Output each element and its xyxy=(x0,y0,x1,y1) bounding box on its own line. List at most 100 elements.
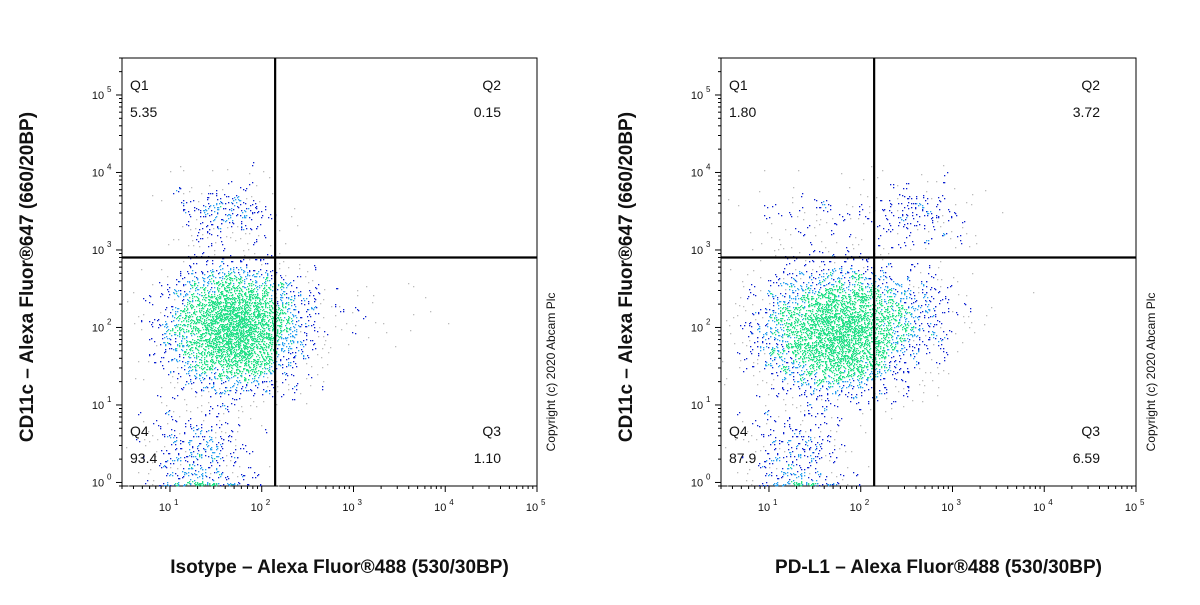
event-dot xyxy=(255,325,257,327)
event-dot xyxy=(229,371,231,373)
event-dot xyxy=(194,312,196,314)
event-dot xyxy=(315,287,317,289)
event-dot xyxy=(220,346,222,348)
event-dot xyxy=(239,283,241,285)
event-dot xyxy=(375,322,377,324)
event-dot xyxy=(262,307,264,309)
event-dot xyxy=(185,384,187,386)
event-dot xyxy=(252,477,254,479)
event-dot xyxy=(256,296,258,298)
event-dot xyxy=(283,356,285,358)
event-dot xyxy=(243,341,245,343)
event-dot xyxy=(227,344,229,346)
event-dot xyxy=(239,279,241,281)
event-dot xyxy=(239,287,241,289)
event-dot xyxy=(152,435,154,437)
event-dot xyxy=(271,218,273,220)
event-dot xyxy=(220,283,222,285)
event-dot xyxy=(195,474,197,476)
event-dot xyxy=(237,313,239,315)
event-dot xyxy=(245,445,247,447)
event-dot xyxy=(204,340,206,342)
event-dot xyxy=(166,324,168,326)
event-dot xyxy=(180,188,182,190)
event-dot xyxy=(301,349,303,351)
event-dot xyxy=(231,360,233,362)
event-dot xyxy=(208,299,210,301)
event-dot xyxy=(215,367,217,369)
event-dot xyxy=(207,237,209,239)
event-dot xyxy=(210,343,212,345)
event-dot xyxy=(204,333,206,335)
event-dot xyxy=(278,364,280,366)
event-dot xyxy=(244,255,246,257)
event-dot xyxy=(229,322,231,324)
event-dot xyxy=(259,313,261,315)
event-dot xyxy=(191,235,193,237)
event-dot xyxy=(230,299,232,301)
event-dot xyxy=(255,303,257,305)
event-dot xyxy=(229,214,231,216)
event-dot xyxy=(195,328,197,330)
event-dot xyxy=(204,321,206,323)
event-dot xyxy=(270,245,272,247)
event-dot xyxy=(217,416,219,418)
event-dot xyxy=(208,193,210,195)
event-dot xyxy=(264,288,266,290)
event-dot xyxy=(227,313,229,315)
event-dot xyxy=(290,340,292,342)
event-dot xyxy=(211,449,213,451)
event-dot xyxy=(229,326,231,328)
event-dot xyxy=(190,216,192,218)
event-dot xyxy=(182,441,184,443)
event-dot xyxy=(229,310,231,312)
event-dot xyxy=(126,447,128,449)
event-dot xyxy=(206,369,208,371)
event-dot xyxy=(218,329,220,331)
event-dot xyxy=(193,382,195,384)
event-dot xyxy=(193,327,195,329)
event-dot xyxy=(293,375,295,377)
event-dot xyxy=(261,319,263,321)
event-dot xyxy=(191,335,193,337)
event-dot xyxy=(193,312,195,314)
event-dot xyxy=(234,291,236,293)
event-dot xyxy=(246,325,248,327)
event-dot xyxy=(217,316,219,318)
event-dot xyxy=(240,321,242,323)
event-dot xyxy=(281,396,283,398)
event-dot xyxy=(200,312,202,314)
event-dot xyxy=(188,317,190,319)
event-dot xyxy=(256,340,258,342)
event-dot xyxy=(186,410,188,412)
event-dot xyxy=(185,317,187,319)
event-dot xyxy=(169,348,171,350)
event-dot xyxy=(239,355,241,357)
event-dot xyxy=(256,363,258,365)
event-dot xyxy=(230,283,232,285)
event-dot xyxy=(244,271,246,273)
event-dot xyxy=(208,293,210,295)
event-dot xyxy=(222,282,224,284)
event-dot xyxy=(260,361,262,363)
event-dot xyxy=(204,319,206,321)
event-dot xyxy=(205,297,207,299)
event-dot xyxy=(246,316,248,318)
event-dot xyxy=(220,228,222,230)
event-dot xyxy=(216,338,218,340)
event-dot xyxy=(188,373,190,375)
event-dot xyxy=(308,325,310,327)
event-dot xyxy=(207,387,209,389)
event-dot xyxy=(271,325,273,327)
event-dot xyxy=(236,315,238,317)
event-dot xyxy=(230,372,232,374)
event-dot xyxy=(281,283,283,285)
event-dot xyxy=(197,321,199,323)
event-dot xyxy=(232,307,234,309)
event-dot xyxy=(221,321,223,323)
event-dot xyxy=(237,288,239,290)
event-dot xyxy=(180,293,182,295)
event-dot xyxy=(291,318,293,320)
event-dot xyxy=(273,329,275,331)
event-dot xyxy=(195,323,197,325)
